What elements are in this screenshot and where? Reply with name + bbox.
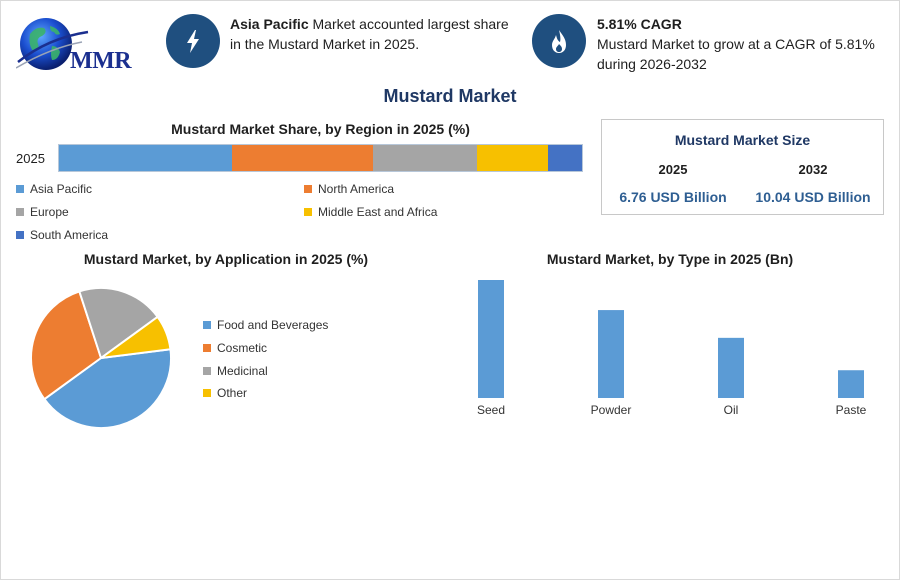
region-segment-south-america	[547, 145, 582, 171]
bar-paste	[838, 370, 864, 398]
type-chart-title: Mustard Market, by Type in 2025 (Bn)	[546, 251, 794, 267]
legend-swatch	[16, 231, 24, 239]
legend-label: Middle East and Africa	[318, 205, 438, 219]
market-size-card: Mustard Market Size 2025 2032 6.76 USD B…	[601, 119, 884, 215]
legend-label: Medicinal	[217, 364, 268, 378]
legend-swatch	[304, 185, 312, 193]
market-size-year-2032: 2032	[798, 162, 828, 177]
pie-slice-cosmetic	[30, 290, 103, 401]
market-size-title: Mustard Market Size	[674, 132, 811, 148]
highlight-asia-pacific: Asia Pacific Market accounted largest sh…	[230, 14, 520, 54]
legend-north-america: North America	[304, 182, 394, 196]
legend-swatch	[203, 367, 211, 375]
bar-seed	[478, 280, 504, 398]
legend-food-beverages: Food and Beverages	[203, 318, 328, 332]
legend-label: Asia Pacific	[30, 182, 93, 196]
pie-slice-medicinal	[78, 287, 160, 360]
market-size-year-2025: 2025	[658, 162, 688, 177]
logo-text: MMR	[70, 48, 132, 74]
region-segment-middle-east-and-africa	[477, 145, 548, 171]
market-size-value-2032: 10.04 USD Billion	[755, 189, 871, 205]
bar-label-seed: Seed	[476, 403, 506, 417]
legend-swatch	[304, 208, 312, 216]
pie-slice-other	[100, 315, 172, 359]
legend-swatch	[203, 344, 211, 352]
pie-slice-food-and-beverages	[42, 348, 172, 429]
mmr-logo: MMR	[15, 12, 136, 78]
region-stacked-bar	[58, 144, 583, 172]
flame-icon	[532, 14, 586, 68]
page-title: Mustard Market	[383, 86, 517, 106]
globe-icon	[15, 18, 89, 70]
legend-south-america: South America	[16, 228, 108, 242]
region-chart-title: Mustard Market Share, by Region in 2025 …	[171, 121, 470, 137]
legend-middle-east-africa: Middle East and Africa	[304, 205, 437, 219]
legend-europe: Europe	[16, 205, 69, 219]
legend-swatch	[16, 185, 24, 193]
legend-label: Europe	[30, 205, 69, 219]
highlight-bold: Asia Pacific	[230, 16, 309, 32]
region-segment-asia-pacific	[59, 145, 232, 171]
legend-other: Other	[203, 386, 247, 400]
highlight-text: Market accounted largest share in the Mu…	[230, 16, 509, 52]
legend-label: North America	[318, 182, 395, 196]
legend-swatch	[203, 321, 211, 329]
legend-label: South America	[30, 228, 109, 242]
legend-swatch	[16, 208, 24, 216]
market-size-value-2025: 6.76 USD Billion	[619, 189, 727, 205]
legend-label: Other	[217, 386, 248, 400]
region-segment-north-america	[231, 145, 373, 171]
bar-label-paste: Paste	[835, 403, 867, 417]
highlight-bold: 5.81% CAGR	[597, 16, 682, 32]
highlight-cagr: 5.81% CAGR Mustard Market to grow at a C…	[597, 14, 887, 74]
legend-asia-pacific: Asia Pacific	[16, 182, 92, 196]
bar-powder	[598, 310, 624, 398]
bar-label-powder: Powder	[590, 403, 632, 417]
legend-cosmetic: Cosmetic	[203, 341, 267, 355]
application-chart-title: Mustard Market, by Application in 2025 (…	[83, 251, 369, 267]
legend-medicinal: Medicinal	[203, 364, 268, 378]
bar-label-oil: Oil	[723, 403, 739, 417]
type-bar-chart	[478, 280, 864, 398]
region-year-label: 2025	[16, 151, 45, 166]
highlight-text: Mustard Market to grow at a CAGR of 5.81…	[597, 36, 875, 72]
legend-label: Cosmetic	[217, 341, 268, 355]
lightning-icon	[166, 14, 220, 68]
legend-swatch	[203, 389, 211, 397]
application-pie-chart	[30, 287, 172, 429]
bar-oil	[718, 337, 744, 398]
region-segment-europe	[372, 145, 478, 171]
legend-label: Food and Beverages	[217, 318, 329, 332]
